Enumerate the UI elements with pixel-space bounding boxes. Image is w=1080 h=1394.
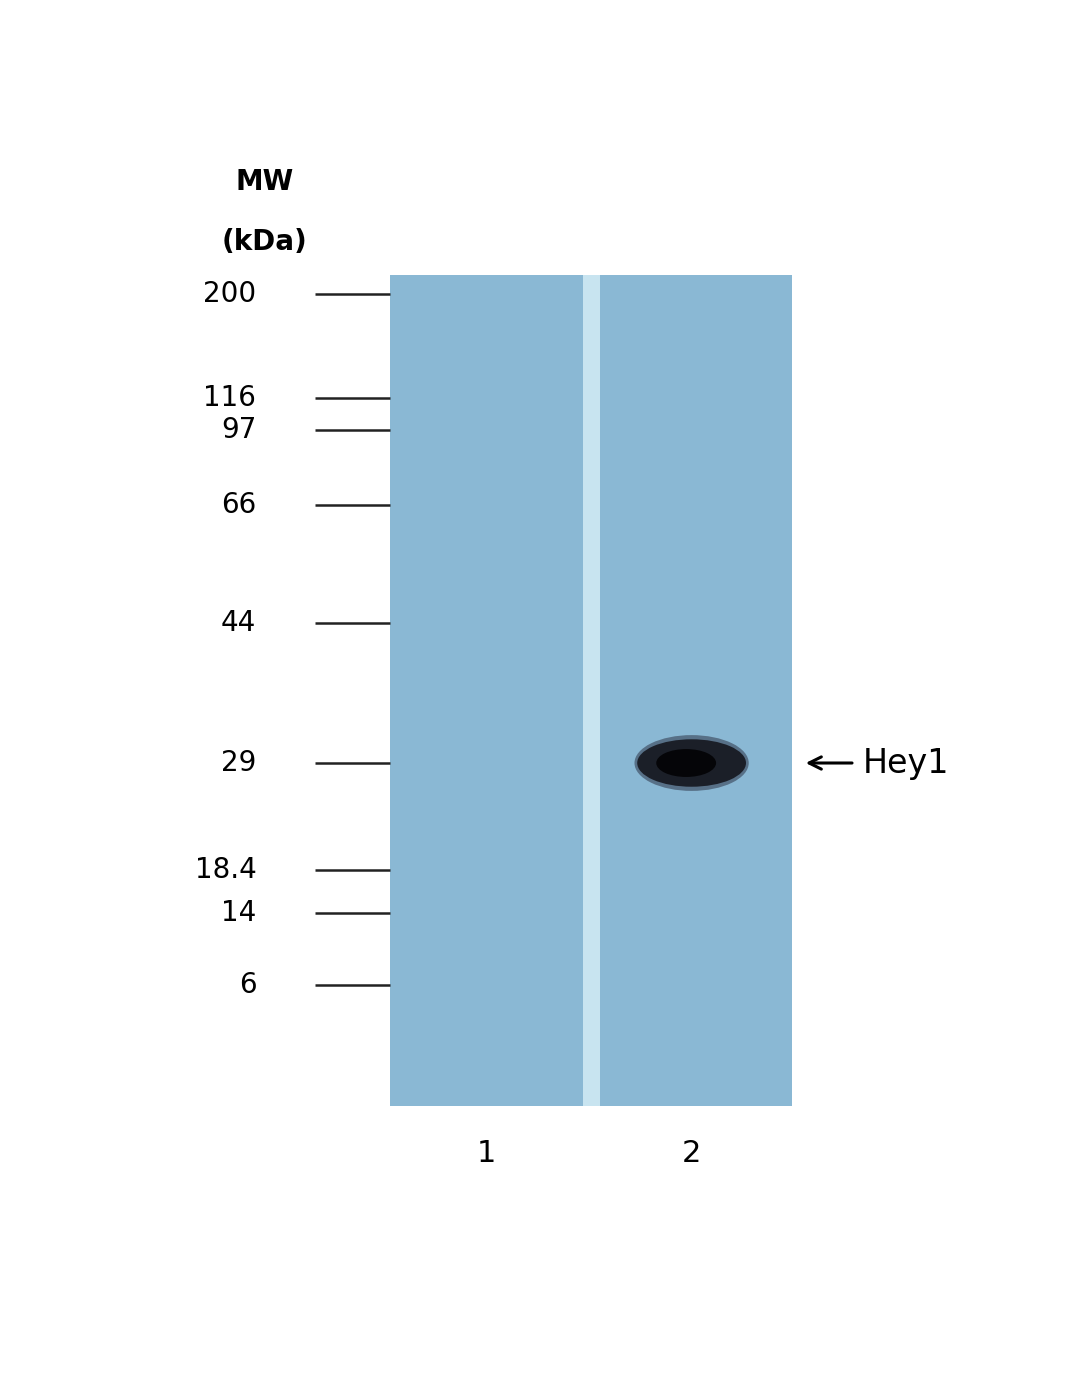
Text: 116: 116 bbox=[203, 385, 256, 413]
Text: 2: 2 bbox=[681, 1139, 701, 1168]
Text: 6: 6 bbox=[239, 972, 256, 999]
Ellipse shape bbox=[637, 739, 746, 786]
Text: 14: 14 bbox=[221, 899, 256, 927]
Text: (kDa): (kDa) bbox=[221, 229, 308, 256]
Text: 44: 44 bbox=[221, 609, 256, 637]
Bar bbox=[583, 275, 599, 1107]
Text: 18.4: 18.4 bbox=[194, 856, 256, 884]
Text: 1: 1 bbox=[477, 1139, 496, 1168]
Bar bbox=[390, 275, 583, 1107]
Text: 29: 29 bbox=[221, 749, 256, 776]
Text: Hey1: Hey1 bbox=[863, 747, 949, 779]
Ellipse shape bbox=[634, 735, 748, 790]
Text: 200: 200 bbox=[203, 280, 256, 308]
Text: 66: 66 bbox=[221, 492, 256, 520]
Text: MW: MW bbox=[235, 169, 294, 197]
Text: 97: 97 bbox=[221, 417, 256, 445]
Bar bbox=[599, 275, 792, 1107]
Ellipse shape bbox=[657, 749, 716, 776]
